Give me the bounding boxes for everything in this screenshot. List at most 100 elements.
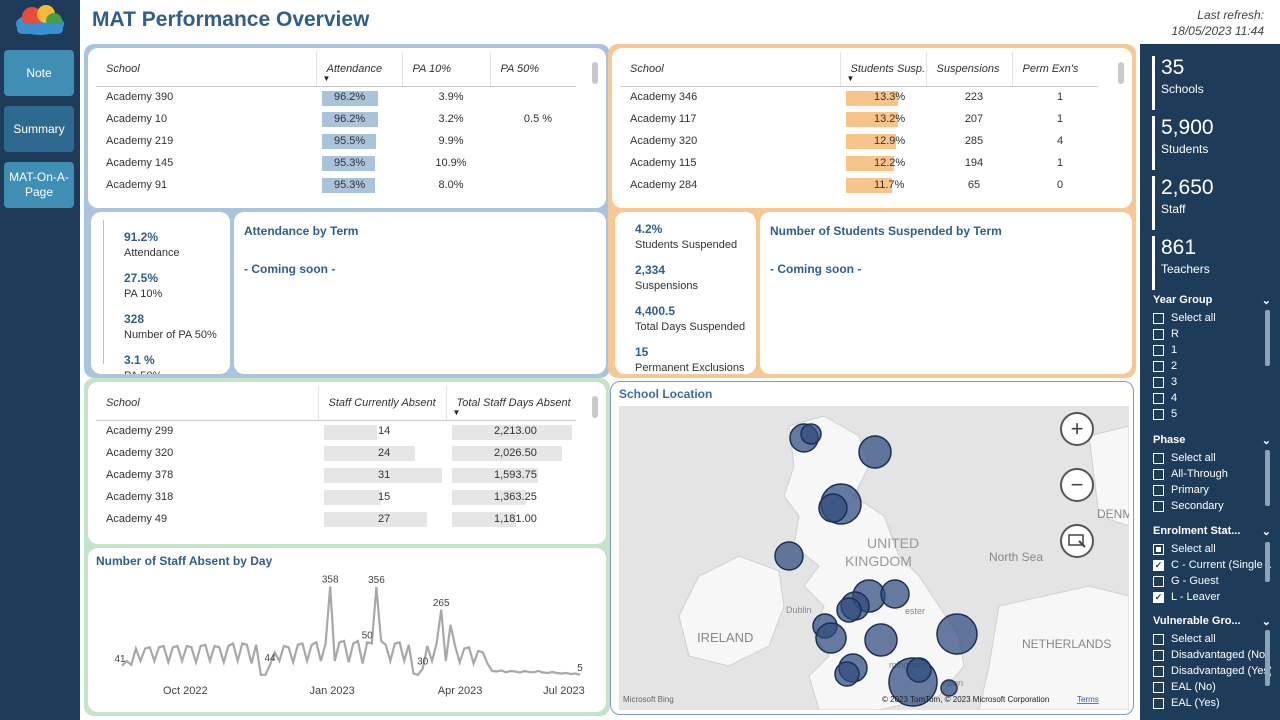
slicer-option[interactable]: Disadvantaged (No) bbox=[1153, 647, 1271, 663]
slicer-scrollbar[interactable] bbox=[1265, 310, 1270, 366]
col-students-susp[interactable]: Students Susp. ▼ bbox=[840, 52, 927, 87]
checkbox[interactable] bbox=[1153, 665, 1164, 677]
chevron-down-icon[interactable]: ⌄ bbox=[1261, 295, 1271, 307]
slicer-option[interactable]: ✓ C - Current (Single ... bbox=[1153, 557, 1271, 573]
suspended-by-term-title: Number of Students Suspended by Term bbox=[770, 224, 1002, 238]
chevron-down-icon[interactable]: ⌄ bbox=[1261, 526, 1271, 538]
slicer-option[interactable]: G - Guest bbox=[1153, 573, 1271, 589]
attendance-row[interactable]: Academy 91 95.3% 8.0% bbox=[96, 174, 576, 196]
staff-row[interactable]: Academy 378 31 1,593.75 bbox=[96, 464, 576, 486]
staff-table-scrollbar[interactable] bbox=[592, 396, 598, 418]
col-school[interactable]: School bbox=[620, 52, 841, 87]
checkbox[interactable] bbox=[1153, 649, 1164, 661]
checkbox[interactable]: ✓ bbox=[1153, 591, 1164, 603]
staff-absent-value: 15 bbox=[378, 491, 391, 503]
slicer-option[interactable]: 3 bbox=[1153, 374, 1271, 390]
staff-row[interactable]: Academy 320 24 2,026.50 bbox=[96, 442, 576, 464]
col-school[interactable]: School bbox=[96, 52, 317, 87]
slicer-option[interactable]: All-Through bbox=[1153, 466, 1271, 482]
checkbox[interactable] bbox=[1153, 452, 1164, 464]
checkbox[interactable]: ✓ bbox=[1153, 559, 1164, 571]
x-tick-label: Oct 2022 bbox=[163, 685, 208, 697]
suspension-table-scrollbar[interactable] bbox=[1118, 62, 1124, 84]
checkbox[interactable] bbox=[1153, 575, 1164, 587]
slicer-option[interactable]: EAL (No) bbox=[1153, 679, 1271, 695]
slicer-option[interactable]: R bbox=[1153, 326, 1271, 342]
attendance-row[interactable]: Academy 10 96.2% 3.2% 0.5 % bbox=[96, 108, 576, 130]
slicer-option[interactable]: 4 bbox=[1153, 390, 1271, 406]
slicer-scrollbar[interactable] bbox=[1265, 542, 1270, 582]
checkbox[interactable] bbox=[1153, 408, 1164, 420]
attendance-row[interactable]: Academy 219 95.5% 9.9% bbox=[96, 130, 576, 152]
nav-mat-on-a-page-button[interactable]: MAT-On-A-Page bbox=[4, 162, 74, 208]
col-perm-exn[interactable]: Perm Exn's bbox=[1012, 52, 1098, 87]
zoom-in-button[interactable]: + bbox=[1060, 412, 1094, 446]
school-location-bubble bbox=[818, 493, 848, 523]
checkbox[interactable] bbox=[1153, 328, 1164, 340]
slicer-title[interactable]: Phase ⌄ bbox=[1153, 434, 1271, 450]
slicer-option[interactable]: Secondary bbox=[1153, 498, 1271, 514]
checkbox[interactable] bbox=[1153, 392, 1164, 404]
map-canvas[interactable]: UNITED KINGDOM IRELAND North Sea NETHERL… bbox=[619, 406, 1129, 710]
slicer-scrollbar[interactable] bbox=[1265, 630, 1270, 686]
suspension-row[interactable]: Academy 115 12.2% 194 1 bbox=[620, 152, 1098, 174]
slicer-option[interactable]: 2 bbox=[1153, 358, 1271, 374]
checkbox[interactable] bbox=[1153, 500, 1164, 512]
slicer-option[interactable]: Select all bbox=[1153, 450, 1271, 466]
nav-note-button[interactable]: Note bbox=[4, 50, 74, 96]
slicer-option[interactable]: 1 bbox=[1153, 342, 1271, 358]
nav-summary-button[interactable]: Summary bbox=[4, 106, 74, 152]
suspension-row[interactable]: Academy 320 12.9% 285 4 bbox=[620, 130, 1098, 152]
staff-row[interactable]: Academy 49 27 1,181.00 bbox=[96, 508, 576, 530]
checkbox[interactable] bbox=[1153, 681, 1164, 693]
school-location-bubble bbox=[940, 679, 958, 697]
suspension-row[interactable]: Academy 346 13.3% 223 1 bbox=[620, 86, 1098, 108]
col-pa10[interactable]: PA 10% bbox=[402, 52, 491, 87]
col-pa50[interactable]: PA 50% bbox=[490, 52, 576, 87]
students-susp-bar bbox=[846, 112, 898, 127]
staff-row[interactable]: Academy 318 15 1,363.25 bbox=[96, 486, 576, 508]
slicer-title[interactable]: Vulnerable Gro... ⌄ bbox=[1153, 615, 1271, 631]
slicer-title[interactable]: Enrolment Stat... ⌄ bbox=[1153, 525, 1271, 541]
checkbox[interactable] bbox=[1153, 468, 1164, 480]
slicer-option[interactable]: Select all bbox=[1153, 310, 1271, 326]
staff-absent-bar bbox=[324, 446, 416, 461]
map-select-button[interactable] bbox=[1060, 524, 1094, 558]
kpi-card: 3.1 % PA 50% bbox=[124, 353, 230, 374]
slicer-option[interactable]: EAL (Yes) bbox=[1153, 695, 1271, 711]
col-staff-days[interactable]: Total Staff Days Absent ▼ bbox=[446, 386, 576, 421]
map-terms-link[interactable]: Terms bbox=[1077, 695, 1099, 704]
zoom-out-button[interactable]: − bbox=[1060, 468, 1094, 502]
checkbox[interactable] bbox=[1153, 697, 1164, 709]
slicer-option[interactable]: 5 bbox=[1153, 406, 1271, 422]
chevron-down-icon[interactable]: ⌄ bbox=[1261, 616, 1271, 628]
checkbox[interactable] bbox=[1153, 543, 1164, 555]
slicer-option[interactable]: Select all bbox=[1153, 541, 1271, 557]
attendance-table-scrollbar[interactable] bbox=[592, 62, 598, 84]
suspension-row[interactable]: Academy 117 13.2% 207 1 bbox=[620, 108, 1098, 130]
checkbox[interactable] bbox=[1153, 360, 1164, 372]
col-school[interactable]: School bbox=[96, 386, 319, 421]
slicer-option[interactable]: Select all bbox=[1153, 631, 1271, 647]
checkbox[interactable] bbox=[1153, 633, 1164, 645]
attendance-row[interactable]: Academy 145 95.3% 10.9% bbox=[96, 152, 576, 174]
slicer-option[interactable]: Disadvantaged (Yes) bbox=[1153, 663, 1271, 679]
slicer-scrollbar[interactable] bbox=[1265, 450, 1270, 506]
col-students-susp-label: Students Susp. bbox=[850, 62, 926, 75]
checkbox[interactable] bbox=[1153, 376, 1164, 388]
kpi-label: Permanent Exclusions bbox=[635, 362, 745, 374]
col-staff-absent[interactable]: Staff Currently Absent bbox=[318, 386, 447, 421]
checkbox[interactable] bbox=[1153, 344, 1164, 356]
suspension-row[interactable]: Academy 284 11.7% 65 0 bbox=[620, 174, 1098, 196]
slicer-title[interactable]: Year Group ⌄ bbox=[1153, 294, 1271, 310]
attendance-row[interactable]: Academy 390 96.2% 3.9% bbox=[96, 86, 576, 108]
checkbox[interactable] bbox=[1153, 312, 1164, 324]
staff-row[interactable]: Academy 299 14 2,213.00 bbox=[96, 420, 576, 442]
col-attendance[interactable]: Attendance ▼ bbox=[316, 52, 403, 87]
checkbox[interactable] bbox=[1153, 484, 1164, 496]
students-susp-value: 11.7% bbox=[874, 179, 905, 191]
slicer-option[interactable]: Primary bbox=[1153, 482, 1271, 498]
col-suspensions[interactable]: Suspensions bbox=[926, 52, 1013, 87]
slicer-option[interactable]: ✓ L - Leaver bbox=[1153, 589, 1271, 605]
chevron-down-icon[interactable]: ⌄ bbox=[1261, 435, 1271, 447]
